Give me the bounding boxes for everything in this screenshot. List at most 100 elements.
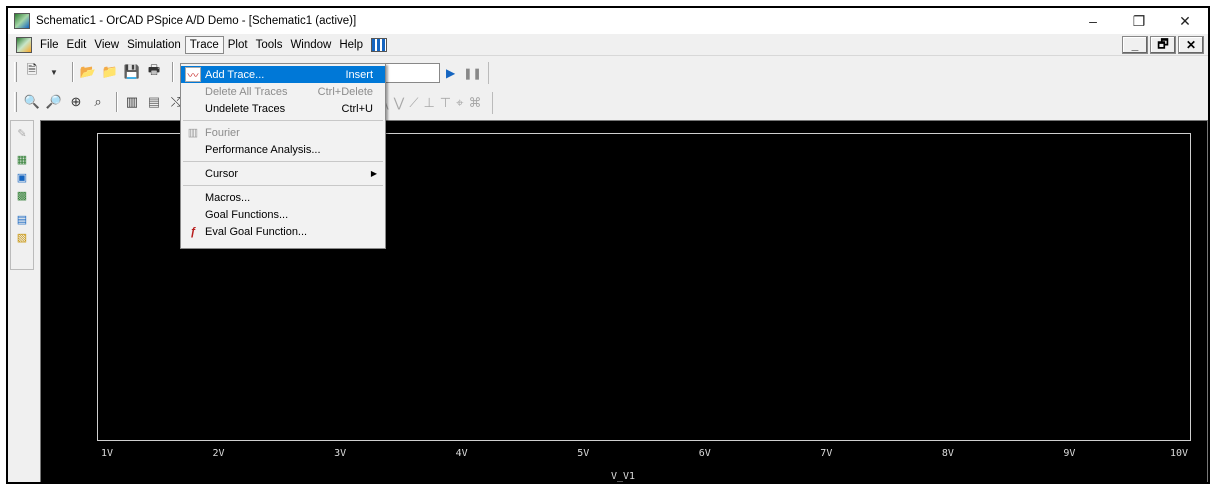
menu-add-trace-label: Add Trace...: [205, 68, 265, 81]
window-title: Schematic1 - OrCAD PSpice A/D Demo - [Sc…: [36, 15, 357, 27]
cursor-point-icon[interactable]: ⌖: [456, 95, 464, 110]
menu-delete-all-traces-label: Delete All Traces: [205, 85, 288, 98]
menu-plot[interactable]: Plot: [224, 37, 252, 53]
x-tick-label: 3V: [334, 448, 347, 459]
menu-cursor-label: Cursor: [205, 167, 239, 180]
menu-bar: File Edit View Simulation Trace Plot Too…: [8, 34, 1208, 56]
document-icon[interactable]: [16, 36, 32, 53]
toolbar-separator: [72, 62, 74, 82]
menu-plot-label: Plot: [227, 38, 248, 51]
new-dropdown-icon[interactable]: ▼: [50, 67, 58, 77]
performance-icon[interactable]: ⤭: [170, 94, 182, 109]
orcad-app-icon[interactable]: [14, 13, 30, 29]
close-button[interactable]: ✕: [1179, 12, 1191, 29]
new-icon[interactable]: 🗎: [26, 62, 38, 77]
cursor-label-icon[interactable]: ⌘: [468, 95, 482, 110]
netlist-icon[interactable]: ▤: [16, 213, 28, 226]
eval-goal-icon: ƒ: [189, 225, 197, 238]
menu-tools-label: Tools: [255, 38, 283, 51]
menu-performance-analysis-label: Performance Analysis...: [205, 143, 321, 156]
menu-undelete-traces[interactable]: Undelete Traces Ctrl+U: [181, 100, 385, 117]
menu-trace-label: Trace: [189, 38, 219, 51]
run-icon[interactable]: ▶: [446, 66, 456, 80]
x-tick-label: 9V: [1063, 448, 1076, 459]
menu-window-label: Window: [290, 38, 332, 51]
simulation-controls: ▶ ❚❚: [378, 62, 489, 84]
menu-delete-all-traces-accel: Ctrl+Delete: [317, 85, 373, 98]
menu-help[interactable]: Help: [335, 37, 367, 53]
toolbar-grip[interactable]: [14, 92, 17, 112]
x-tick-label: 8V: [941, 448, 954, 459]
pause-icon[interactable]: ❚❚: [463, 67, 482, 80]
cursor-tools: ⋀ ⋁ ⟋ ⊥ ⊤ ⌖ ⌘: [378, 92, 494, 114]
x-tick-label: 5V: [577, 448, 590, 459]
run-simulation-icon[interactable]: ▧: [16, 231, 28, 244]
plot-window[interactable]: 1V 2V 3V 4V 5V 6V 7V 8V 9V 10V V_V1: [40, 120, 1208, 482]
fourier-icon: ▥: [187, 127, 199, 139]
x-axis-title: V_V1: [610, 471, 636, 482]
menu-file-label: File: [40, 38, 59, 51]
menu-add-trace[interactable]: 〰 Add Trace... Insert: [181, 66, 385, 83]
open-file-icon[interactable]: 📁: [101, 64, 119, 79]
menu-help-label: Help: [339, 38, 364, 51]
app-window: Schematic1 - OrCAD PSpice A/D Demo - [Sc…: [6, 6, 1210, 484]
x-tick-label: 2V: [212, 448, 225, 459]
zoom-fit-icon[interactable]: ⌕: [94, 94, 102, 109]
plot-area[interactable]: [97, 133, 1191, 441]
toolbar-separator: [116, 92, 118, 112]
profile-combo[interactable]: [382, 63, 440, 83]
trace-menu: 〰 Add Trace... Insert Delete All Traces …: [180, 63, 386, 249]
menu-macros-label: Macros...: [205, 191, 251, 204]
cursor-slope-icon[interactable]: ⟋: [409, 95, 419, 110]
log-x-icon[interactable]: ▥: [125, 94, 139, 109]
cursor-trough-icon[interactable]: ⋁: [393, 95, 405, 110]
mdi-controls: _ 🗗 ✕: [1122, 36, 1204, 54]
simulation-profile-icon[interactable]: ▣: [16, 171, 28, 184]
zoom-area-icon[interactable]: ⊕: [70, 94, 82, 109]
mdi-close-button[interactable]: ✕: [1178, 36, 1204, 54]
menu-goal-functions[interactable]: Goal Functions...: [181, 206, 385, 223]
cursor-min-icon[interactable]: ⊥: [423, 95, 435, 110]
menu-tools[interactable]: Tools: [252, 37, 287, 53]
menu-macros[interactable]: Macros...: [181, 189, 385, 206]
menu-simulation-label: Simulation: [127, 38, 181, 51]
menu-fourier[interactable]: ▥ Fourier: [181, 124, 385, 141]
minimize-button[interactable]: –: [1089, 13, 1097, 29]
menu-fourier-label: Fourier: [205, 126, 240, 139]
menu-delete-all-traces[interactable]: Delete All Traces Ctrl+Delete: [181, 83, 385, 100]
x-tick-label: 1V: [100, 448, 114, 459]
menu-eval-goal-function-label: Eval Goal Function...: [205, 225, 308, 238]
restore-button[interactable]: ❐: [1132, 12, 1146, 29]
menu-undelete-traces-accel: Ctrl+U: [341, 102, 373, 115]
menu-view[interactable]: View: [90, 37, 123, 53]
window-controls: – ❐ ✕: [1070, 8, 1208, 34]
menu-simulation[interactable]: Simulation: [123, 37, 185, 53]
menu-cursor[interactable]: Cursor ▶: [181, 165, 385, 182]
fft-icon[interactable]: ▤: [147, 94, 161, 109]
probe-icon[interactable]: ✎: [17, 127, 27, 140]
menu-performance-analysis[interactable]: Performance Analysis...: [181, 141, 385, 158]
zoom-out-icon[interactable]: 🔎: [45, 94, 63, 109]
cursor-max-icon[interactable]: ⊤: [439, 95, 452, 110]
menu-file[interactable]: File: [36, 37, 63, 53]
menu-edit-label: Edit: [66, 38, 87, 51]
context-help-icon[interactable]: [371, 37, 388, 52]
x-tick-label: 7V: [820, 448, 833, 459]
menu-add-trace-accel: Insert: [345, 68, 373, 81]
save-icon[interactable]: 💾: [123, 64, 141, 79]
mdi-minimize-button[interactable]: _: [1122, 36, 1148, 54]
menu-goal-functions-label: Goal Functions...: [205, 208, 289, 221]
x-tick-label: 10V: [1169, 448, 1189, 459]
open-icon[interactable]: 📂: [79, 64, 97, 79]
zoom-in-icon[interactable]: 🔍: [23, 94, 41, 109]
mdi-restore-button[interactable]: 🗗: [1150, 36, 1176, 54]
output-icon[interactable]: ▩: [16, 189, 28, 202]
schematic-icon[interactable]: ▦: [16, 153, 28, 166]
menu-eval-goal-function[interactable]: ƒ Eval Goal Function...: [181, 223, 385, 240]
print-icon[interactable]: 🖶: [147, 62, 161, 77]
menu-trace[interactable]: Trace: [184, 35, 224, 54]
menu-edit[interactable]: Edit: [63, 37, 91, 53]
left-toolstrip: ✎ ▦ ▣ ▩ ▤ ▧: [10, 120, 34, 270]
menu-window[interactable]: Window: [286, 37, 335, 53]
toolbar-grip[interactable]: [14, 62, 17, 82]
